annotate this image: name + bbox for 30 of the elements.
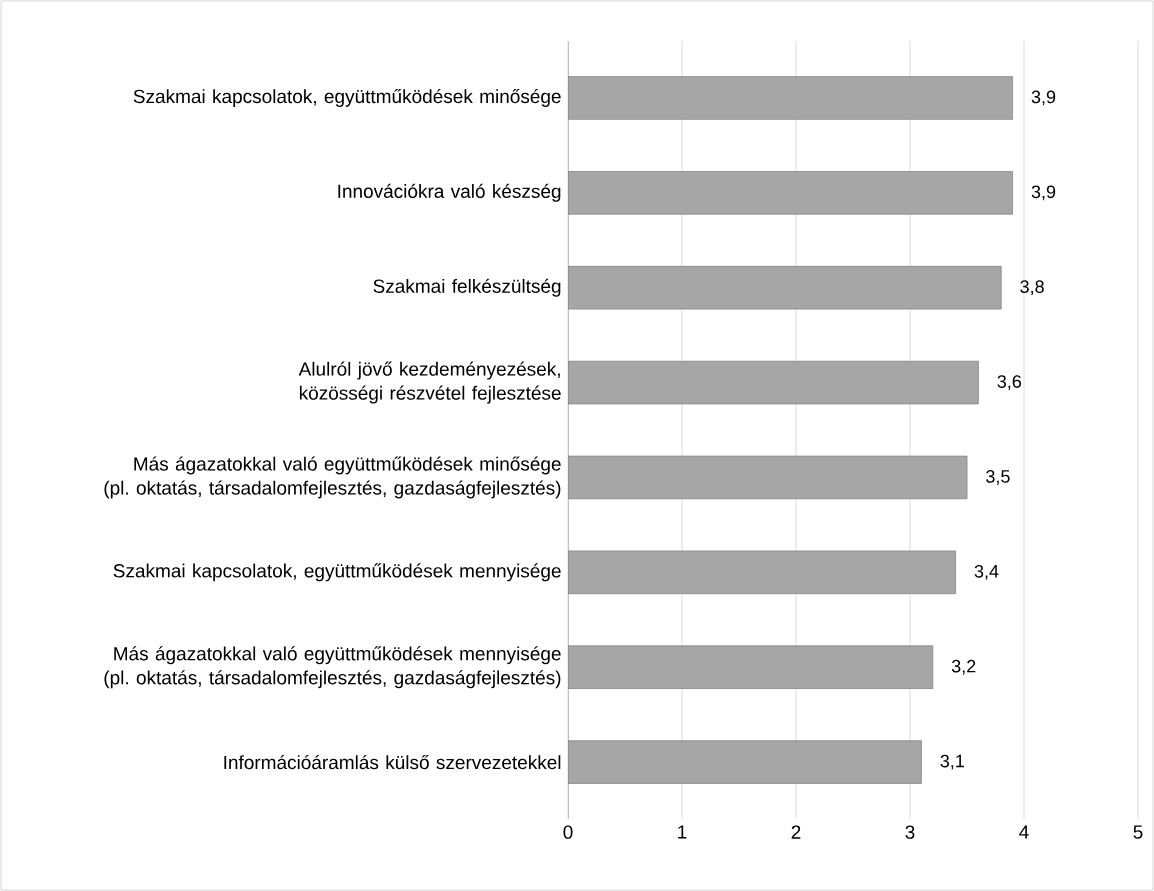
bar	[568, 455, 968, 500]
data-label: 3,2	[951, 659, 976, 675]
data-label: 3,8	[1020, 280, 1044, 296]
x-tick-label: 4	[1019, 825, 1029, 839]
x-tick-label: 1	[678, 825, 687, 839]
bar	[568, 645, 934, 689]
bar	[568, 265, 1002, 310]
data-label: 3,5	[986, 470, 1010, 485]
data-label: 3,4	[974, 564, 999, 580]
y-tick-label: Más ágazatokkal való együttműködések minősége (pl. oktatás, társadalomfejlesztés, gazdaságfejlesztés)	[104, 456, 561, 499]
data-label: 3,6	[997, 375, 1022, 390]
data-label: 3,9	[1031, 185, 1056, 201]
bar	[568, 550, 956, 595]
x-tick-label: 0	[563, 825, 573, 839]
y-tick-label: Innovációkra való készség	[338, 183, 561, 202]
bar	[568, 76, 1013, 120]
y-tick-label: Alulról jövő kezdeményezések, közösségi részvétel fejlesztése	[298, 361, 561, 404]
y-tick-label: Más ágazatokkal való együttműködések mennyisége (pl. oktatás, társadalomfejlesztés, gazdaságfejlesztés)	[104, 646, 561, 689]
x-tick-label: 3	[905, 825, 915, 839]
bar	[568, 740, 922, 784]
data-label: 3,1	[940, 754, 964, 770]
y-tick-label: Szakmai felkészültség	[373, 278, 561, 297]
y-tick-label: Szakmai kapcsolatok, együttműködések mennyisége	[113, 563, 561, 582]
y-tick-label: Információáramlás külső szervezetekkel	[224, 755, 561, 770]
y-tick-label: Szakmai kapcsolatok, együttműködések minősége	[133, 88, 561, 107]
data-label: 3,9	[1031, 90, 1056, 106]
x-tick-label: 5	[1133, 825, 1143, 839]
bar	[568, 360, 979, 405]
bar	[568, 171, 1013, 215]
x-tick-label: 2	[791, 825, 801, 839]
